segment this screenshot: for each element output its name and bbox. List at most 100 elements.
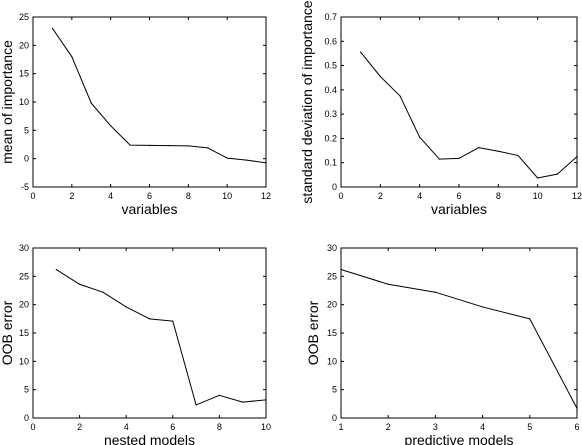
y-tick-label: 0.5	[324, 61, 337, 71]
y-tick-label: -5	[21, 182, 29, 192]
chart-oob-error-nested-models: 0 2 4 6 8 10 0 5 10 15 20 25 30 nested models OOB erro…	[0, 243, 271, 445]
y-tick-label: 0	[24, 413, 29, 423]
x-tick-label: 6	[574, 422, 579, 432]
x-tick-label: 1	[338, 422, 343, 432]
data-point	[245, 159, 248, 161]
x-tick-label: 8	[186, 191, 191, 201]
x-tick-label: 2	[69, 191, 74, 201]
x-tick-label: 12	[572, 191, 582, 201]
x-tick-label: 0	[30, 191, 35, 201]
x-tick-label: 4	[124, 422, 129, 432]
y-tick-label: 15	[19, 69, 29, 79]
y-tick-label: 15	[19, 328, 29, 338]
y-tick-label: 0	[332, 182, 337, 192]
x-tick-label: 4	[108, 191, 113, 201]
y-tick-label: 5	[332, 385, 337, 395]
y-tick-label: 10	[327, 356, 337, 366]
x-tick-label: 10	[261, 422, 271, 432]
y-tick-label: 20	[327, 300, 337, 310]
y-tick-label: 0.7	[324, 12, 337, 22]
x-tick-label: 0	[338, 191, 343, 201]
data-point	[265, 399, 267, 401]
data-point	[387, 283, 389, 285]
x-tick-label: 12	[261, 191, 271, 201]
plot-frame	[340, 247, 578, 419]
data-point	[242, 401, 244, 403]
series-line	[56, 269, 267, 406]
y-tick-label: 30	[327, 243, 337, 253]
series-line	[360, 51, 578, 179]
y-tick-label: 0.4	[324, 85, 337, 95]
series-line	[52, 28, 267, 164]
x-tick-label: 6	[456, 191, 461, 201]
x-tick-label: 6	[170, 422, 175, 432]
data-point	[576, 156, 578, 158]
data-point	[129, 144, 131, 146]
chart-std-of-importance: 0 2 4 6 8 10 12 0 0.1 0.2 0.3 0.4 0.5 0.6 0.7 variables…	[299, 0, 582, 217]
data-point	[187, 145, 189, 147]
data-point	[556, 173, 558, 175]
data-point	[419, 136, 421, 138]
data-point	[482, 306, 484, 308]
data-point	[148, 318, 151, 320]
data-point	[399, 95, 401, 97]
x-tick-label: 8	[496, 191, 501, 201]
data-point	[226, 157, 228, 159]
y-tick-label: 0	[24, 154, 29, 164]
data-point	[110, 125, 112, 127]
y-tick-label: 25	[19, 271, 29, 281]
data-point	[218, 394, 220, 396]
y-tick-label: 10	[19, 97, 29, 107]
series-line	[340, 269, 578, 409]
data-point	[168, 145, 170, 147]
data-point	[172, 320, 174, 322]
y-tick-label: 5	[24, 125, 29, 135]
x-axis-label: variables	[431, 201, 487, 217]
x-axis-label: predictive models	[405, 432, 514, 445]
data-point	[148, 144, 151, 146]
data-point	[55, 268, 57, 271]
y-tick-label: 20	[19, 40, 29, 50]
data-point	[207, 147, 209, 149]
x-tick-label: 2	[77, 422, 82, 432]
y-axis-label: mean of importance	[0, 40, 15, 164]
y-tick-label: 20	[19, 300, 29, 310]
chart-oob-error-predictive-models: 1 2 3 4 5 6 0 5 10 15 20 25 30 predictive models OOB e…	[305, 243, 580, 445]
x-tick-label: 10	[533, 191, 543, 201]
data-point	[102, 291, 104, 293]
y-tick-label: 10	[19, 356, 29, 366]
plot-frame	[340, 16, 578, 188]
x-axis-label: variables	[121, 201, 177, 217]
y-tick-label: 0	[332, 413, 337, 423]
x-tick-label: 2	[386, 422, 391, 432]
y-tick-label: 5	[24, 385, 29, 395]
x-tick-label: 0	[30, 422, 35, 432]
data-point	[537, 177, 539, 179]
data-point	[478, 147, 480, 149]
data-point	[497, 150, 499, 152]
plot-frame	[32, 16, 267, 188]
data-point	[79, 283, 81, 285]
data-point	[517, 154, 519, 157]
x-tick-label: 4	[417, 191, 422, 201]
y-tick-label: 25	[327, 271, 337, 281]
data-point	[90, 102, 92, 104]
data-point	[434, 291, 436, 293]
data-point	[125, 306, 127, 308]
x-tick-label: 2	[378, 191, 383, 201]
x-tick-label: 4	[480, 422, 485, 432]
y-axis-label: OOB error	[0, 300, 15, 365]
data-point	[195, 404, 197, 406]
y-tick-label: 30	[19, 243, 29, 253]
x-tick-label: 10	[222, 191, 232, 201]
y-tick-label: 0.6	[324, 36, 337, 46]
x-tick-label: 3	[433, 422, 438, 432]
data-point	[51, 27, 54, 29]
y-axis-label: standard deviation of importance	[299, 0, 315, 203]
data-point	[458, 157, 460, 159]
y-tick-label: 0.2	[324, 133, 337, 143]
y-tick-label: 25	[19, 12, 29, 22]
data-point	[379, 75, 381, 78]
